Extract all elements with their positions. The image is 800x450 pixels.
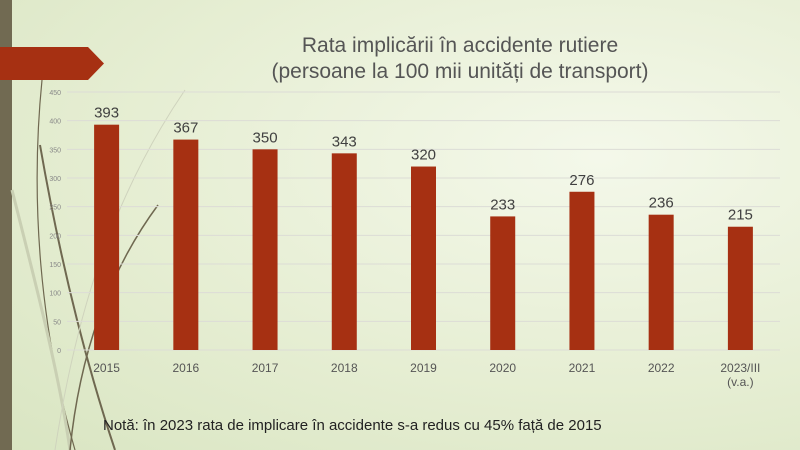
data-label: 343 bbox=[332, 133, 357, 150]
y-tick-label: 100 bbox=[49, 291, 61, 298]
bar bbox=[648, 214, 674, 350]
bar bbox=[331, 153, 357, 350]
y-tick-label: 450 bbox=[49, 90, 61, 97]
y-tick-label: 200 bbox=[49, 233, 61, 240]
x-tick-label: 2022 bbox=[648, 361, 675, 375]
y-tick-label: 400 bbox=[49, 119, 61, 126]
y-tick-label: 150 bbox=[49, 262, 61, 269]
data-label: 367 bbox=[173, 120, 198, 137]
data-label: 236 bbox=[649, 195, 674, 212]
title-banner bbox=[0, 47, 104, 80]
y-tick-label: 0 bbox=[57, 348, 61, 355]
chart-title: Rata implicării în accidente rutiere (pe… bbox=[180, 33, 740, 85]
data-label: 320 bbox=[411, 147, 436, 164]
bar bbox=[569, 191, 595, 350]
y-tick-label: 300 bbox=[49, 176, 61, 183]
y-tick-label: 350 bbox=[49, 147, 61, 154]
x-tick-label: 2018 bbox=[331, 361, 358, 375]
decorative-strip bbox=[0, 0, 12, 450]
data-label: 350 bbox=[253, 129, 278, 146]
x-tick-label: 2015 bbox=[93, 361, 120, 375]
bar bbox=[173, 139, 199, 350]
footnote: Notă: în 2023 rata de implicare în accid… bbox=[103, 417, 602, 434]
x-tick-label: (v.a.) bbox=[727, 375, 753, 389]
y-tick-label: 250 bbox=[49, 205, 61, 212]
data-label: 215 bbox=[728, 207, 753, 224]
x-tick-label: 2023/III bbox=[720, 361, 760, 375]
chart-title-line1: Rata implicării în accidente rutiere bbox=[301, 34, 619, 57]
bar bbox=[252, 149, 278, 350]
y-tick-label: 50 bbox=[53, 319, 61, 326]
bar bbox=[94, 124, 120, 351]
chart-title-line2: (persoane la 100 mii unități de transpor… bbox=[271, 60, 649, 83]
x-tick-label: 2019 bbox=[410, 361, 437, 375]
x-tick-label: 2020 bbox=[489, 361, 516, 375]
bar bbox=[411, 166, 436, 350]
x-tick-label: 2016 bbox=[172, 361, 199, 375]
x-tick-label: 2021 bbox=[569, 361, 596, 375]
bar bbox=[727, 226, 753, 350]
data-label: 393 bbox=[94, 105, 119, 122]
bar bbox=[490, 216, 516, 350]
x-tick-label: 2017 bbox=[252, 361, 279, 375]
data-label: 276 bbox=[569, 172, 594, 189]
data-label: 233 bbox=[490, 196, 515, 213]
